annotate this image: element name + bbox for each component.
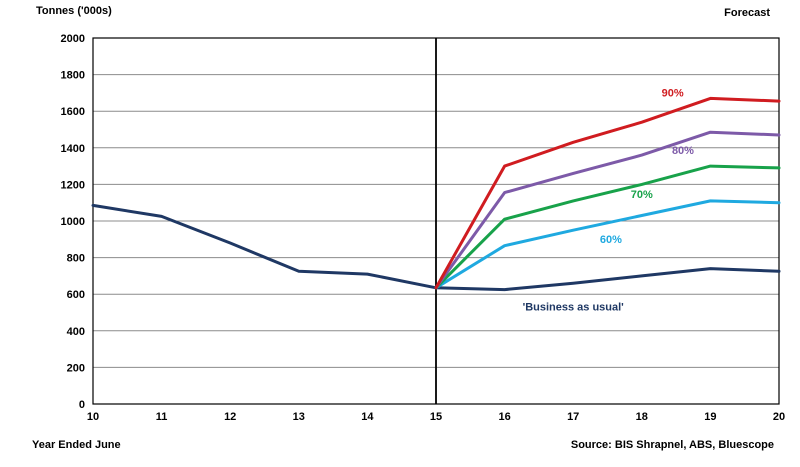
y-tick-label: 200 <box>67 362 85 374</box>
x-tick-label: 19 <box>704 411 716 423</box>
series-annotation: 70% <box>631 189 653 201</box>
series-annotation: 80% <box>672 145 694 157</box>
x-tick-label: 12 <box>224 411 236 423</box>
y-tick-label: 1000 <box>61 216 85 228</box>
series-line-80pct <box>434 130 781 290</box>
x-tick-label: 16 <box>498 411 510 423</box>
x-tick-label: 17 <box>567 411 579 423</box>
x-axis-label: Year Ended June <box>32 439 121 451</box>
series-line-60pct <box>434 199 781 290</box>
series-line-70pct <box>434 164 781 290</box>
series-annotation: 60% <box>600 234 622 246</box>
series-line-business-as-usual <box>434 267 781 292</box>
x-tick-label: 14 <box>361 411 374 423</box>
source-note: Source: BIS Shrapnel, ABS, Bluescope <box>571 439 774 451</box>
x-tick-label: 20 <box>773 411 785 423</box>
y-tick-label: 1400 <box>61 143 85 155</box>
y-tick-label: 600 <box>67 289 85 301</box>
y-tick-label: 2000 <box>61 33 85 45</box>
x-tick-label: 15 <box>430 411 442 423</box>
series-annotation: 90% <box>662 88 684 100</box>
series-line-historical <box>91 203 438 290</box>
forecast-label: Forecast <box>724 7 770 19</box>
y-tick-label: 800 <box>67 253 85 265</box>
y-tick-label: 400 <box>67 326 85 338</box>
series-line-90pct <box>434 96 781 290</box>
x-tick-label: 13 <box>293 411 305 423</box>
x-tick-label: 10 <box>87 411 99 423</box>
x-tick-label: 18 <box>636 411 648 423</box>
y-tick-label: 1600 <box>61 106 85 118</box>
series-annotation: 'Business as usual' <box>523 302 625 314</box>
y-tick-label: 0 <box>79 399 85 411</box>
y-tick-label: 1800 <box>61 70 85 82</box>
y-axis-label: Tonnes ('000s) <box>36 5 112 17</box>
x-tick-label: 11 <box>156 411 168 423</box>
y-tick-label: 1200 <box>61 179 85 191</box>
